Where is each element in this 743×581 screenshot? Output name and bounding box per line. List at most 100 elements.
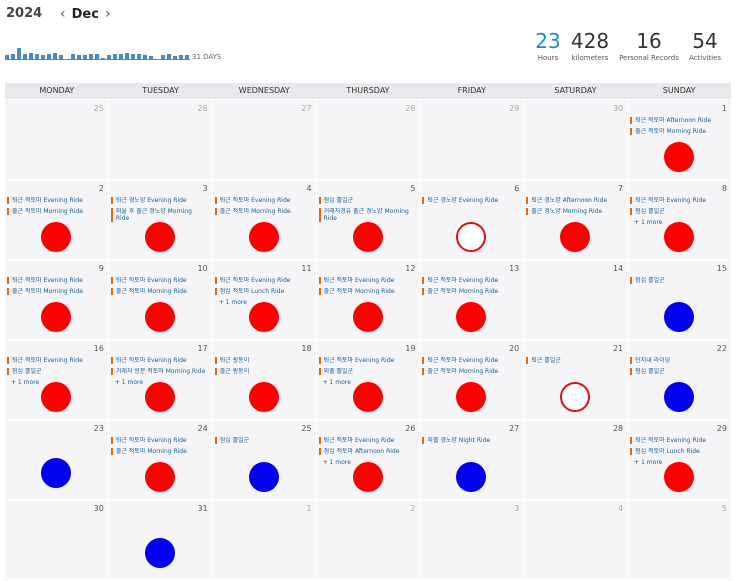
more-activities-link[interactable]: + 1 more <box>218 299 247 306</box>
more-activities-link[interactable]: + 1 more <box>11 379 40 386</box>
more-activities-link[interactable]: + 1 more <box>114 379 144 386</box>
activity-link[interactable]: 외출 뽈일군 <box>318 368 414 375</box>
day-cell[interactable]: 21 퇴근 뽈일군 <box>524 340 628 419</box>
day-cell[interactable]: 25 점심 뽈일군 <box>212 420 316 499</box>
day-cell[interactable]: 27 외출 경노양 Night Ride <box>420 420 524 499</box>
day-cell[interactable]: 11 퇴근 적토마 Evening Ride 점심 적토마 Lunch Ride + … <box>212 260 316 339</box>
activity-circle-icon[interactable] <box>248 462 279 492</box>
activity-circle-icon[interactable] <box>144 222 175 252</box>
day-cell[interactable]: 4 <box>524 500 628 579</box>
activity-link[interactable]: 퇴근 경노양 Evening Ride <box>110 197 206 204</box>
day-cell[interactable]: 20 퇴근 적토마 Evening Ride 출근 적토마 Morning Ride <box>420 340 524 419</box>
activity-link[interactable]: 외울 후 출근 경노양 Morning Ride <box>110 208 206 222</box>
day-cell[interactable]: 28 <box>316 100 420 179</box>
activity-link[interactable]: 점심 뽈일군 <box>630 368 725 375</box>
activity-circle-icon[interactable] <box>41 222 71 252</box>
day-cell[interactable]: 29 퇴근 적토마 Evening Ride 점심 적토마 Lunch Ride + … <box>628 420 731 499</box>
day-cell[interactable]: 29 <box>420 100 524 179</box>
activity-link[interactable]: 점심 뽈일군 <box>318 197 414 204</box>
day-cell[interactable]: 13 퇴근 적토마 Evening Ride 출근 적토마 Morning Ride <box>420 260 524 339</box>
activity-link[interactable]: 단지내 라이딩 <box>630 357 725 364</box>
more-activities-link[interactable]: + 1 more <box>322 379 351 386</box>
day-cell[interactable]: 25 <box>5 100 108 179</box>
activity-link[interactable]: 거래처경유 출근 경노양 Morning Ride <box>318 208 414 222</box>
activity-circle-icon[interactable] <box>352 222 383 252</box>
activity-link[interactable]: 퇴근 적토마 Evening Ride <box>7 357 102 364</box>
day-cell[interactable]: 26 <box>108 100 212 179</box>
activity-link[interactable]: 출근 횡동이 <box>214 368 310 375</box>
day-cell[interactable]: 3 퇴근 경노양 Evening Ride 외울 후 출근 경노양 Morning … <box>108 180 212 259</box>
day-cell[interactable]: 27 <box>212 100 316 179</box>
day-cell[interactable]: 2 <box>316 500 420 579</box>
day-cell[interactable]: 6 퇴근 경노양 Evening Ride <box>420 180 524 259</box>
activity-circle-icon[interactable] <box>144 462 175 492</box>
activity-link[interactable]: 퇴근 적토마 Evening Ride <box>318 357 414 364</box>
activity-circle-icon[interactable] <box>456 462 487 492</box>
activity-link[interactable]: 출근 적토마 Morning Ride <box>422 368 517 375</box>
chevron-left-icon[interactable]: ‹ <box>60 6 66 22</box>
activity-link[interactable]: 퇴근 적토마 Evening Ride <box>214 277 310 284</box>
day-cell[interactable]: 17 퇴근 적토마 Evening Ride 거래처 방문 적토마 Morning … <box>108 340 212 419</box>
activity-circle-icon[interactable] <box>664 462 695 492</box>
day-cell[interactable]: 30 <box>524 100 628 179</box>
activity-link[interactable]: 점심 적토마 Afternoon Ride <box>318 448 414 455</box>
activity-circle-icon[interactable] <box>560 222 591 252</box>
activity-link[interactable]: 퇴근 적토마 Evening Ride <box>422 277 517 284</box>
activity-link[interactable]: 점심 뽈일군 <box>630 277 725 284</box>
more-activities-link[interactable]: + 1 more <box>634 219 663 226</box>
activity-link[interactable]: 출근 적토마 Morning Ride <box>630 128 725 135</box>
more-activities-link[interactable]: + 1 more <box>634 459 663 466</box>
day-cell[interactable]: 16 퇴근 적토마 Evening Ride 점심 뽈일군 + 1 more <box>5 340 108 419</box>
activity-link[interactable]: 퇴근 적토마 Evening Ride <box>318 437 414 444</box>
activity-circle-icon[interactable] <box>41 458 71 488</box>
activity-circle-icon[interactable] <box>352 462 383 492</box>
activity-circle-icon[interactable] <box>664 382 695 412</box>
day-cell[interactable]: 8 퇴근 적토마 Evening Ride 점심 뽈일군 + 1 more <box>628 180 731 259</box>
activity-link[interactable]: 출근 적토마 Morning Ride <box>110 448 206 455</box>
activity-link[interactable]: 퇴근 적토마 Evening Ride <box>422 357 517 364</box>
activity-link[interactable]: 퇴근 경노양 Evening Ride <box>422 197 517 204</box>
day-cell[interactable]: 9 퇴근 적토마 Evening Ride 출근 적토마 Morning Ride <box>5 260 108 339</box>
activity-link[interactable]: 점심 뽈일군 <box>7 368 102 375</box>
day-cell[interactable]: 19 퇴근 적토마 Evening Ride 외출 뽈일군 + 1 more <box>316 340 420 419</box>
day-cell[interactable]: 5 <box>628 500 731 579</box>
activity-link[interactable]: 출근 적토마 Morning Ride <box>110 288 206 295</box>
day-cell[interactable]: 4 퇴근 적토마 Evening Ride 출근 적토마 Morning Ride <box>212 180 316 259</box>
activity-link[interactable]: 퇴근 적토마 Evening Ride <box>110 357 206 364</box>
activity-circle-icon[interactable] <box>144 302 175 332</box>
activity-circle-icon[interactable] <box>664 142 695 172</box>
activity-link[interactable]: 점심 뽈일군 <box>630 208 725 215</box>
day-cell[interactable]: 15 점심 뽈일군 <box>628 260 731 339</box>
day-cell[interactable]: 3 <box>420 500 524 579</box>
activity-link[interactable]: 퇴근 적토마 Evening Ride <box>7 197 102 204</box>
activity-link[interactable]: 퇴근 적토마 Evening Ride <box>214 197 310 204</box>
day-cell[interactable]: 22 단지내 라이딩 점심 뽈일군 <box>628 340 731 419</box>
day-cell[interactable]: 24 퇴근 적토마 Evening Ride 출근 적토마 Morning Ride <box>108 420 212 499</box>
activity-circle-icon[interactable] <box>664 302 695 332</box>
activity-link[interactable]: 출근 적토마 Morning Ride <box>7 288 102 295</box>
activity-link[interactable]: 출근 적토마 Morning Ride <box>214 208 310 215</box>
activity-link[interactable]: 퇴근 적토마 Evening Ride <box>318 277 414 284</box>
day-cell[interactable]: 30 <box>5 500 108 579</box>
activity-circle-icon[interactable] <box>248 382 279 412</box>
activity-link[interactable]: 퇴근 적토마 Evening Ride <box>7 277 102 284</box>
day-cell[interactable]: 5 점심 뽈일군 거래처경유 출근 경노양 Morning Ride <box>316 180 420 259</box>
activity-circle-icon[interactable] <box>456 302 487 332</box>
day-cell[interactable]: 18 퇴근 횡동이 출근 횡동이 <box>212 340 316 419</box>
chevron-right-icon[interactable]: › <box>104 6 111 22</box>
activity-link[interactable]: 출근 적토마 Morning Ride <box>422 288 517 295</box>
day-cell[interactable]: 10 퇴근 적토마 Evening Ride 출근 적토마 Morning Ride <box>108 260 212 339</box>
day-cell[interactable]: 2 퇴근 적토마 Evening Ride 출근 적토마 Morning Ride <box>5 180 108 259</box>
activity-circle-icon[interactable] <box>560 382 591 412</box>
activity-link[interactable]: 퇴근 적토마 Evening Ride <box>630 437 725 444</box>
day-cell[interactable]: 14 <box>524 260 628 339</box>
day-cell[interactable]: 7 퇴근 경노양 Afternoon Ride 출근 경노양 Morning Rid… <box>524 180 628 259</box>
activity-circle-icon[interactable] <box>456 222 487 252</box>
activity-link[interactable]: 퇴근 적토마 Evening Ride <box>110 277 206 284</box>
activity-link[interactable]: 출근 적토마 Morning Ride <box>7 208 102 215</box>
activity-link[interactable]: 점심 적토마 Lunch Ride <box>214 288 310 295</box>
activity-link[interactable]: 출근 경노양 Morning Ride <box>526 208 621 215</box>
activity-link[interactable]: 퇴근 적토마 Evening Ride <box>110 437 206 444</box>
day-cell[interactable]: 26 퇴근 적토마 Evening Ride 점심 적토마 Afternoon Ri… <box>316 420 420 499</box>
activity-circle-icon[interactable] <box>248 222 279 252</box>
